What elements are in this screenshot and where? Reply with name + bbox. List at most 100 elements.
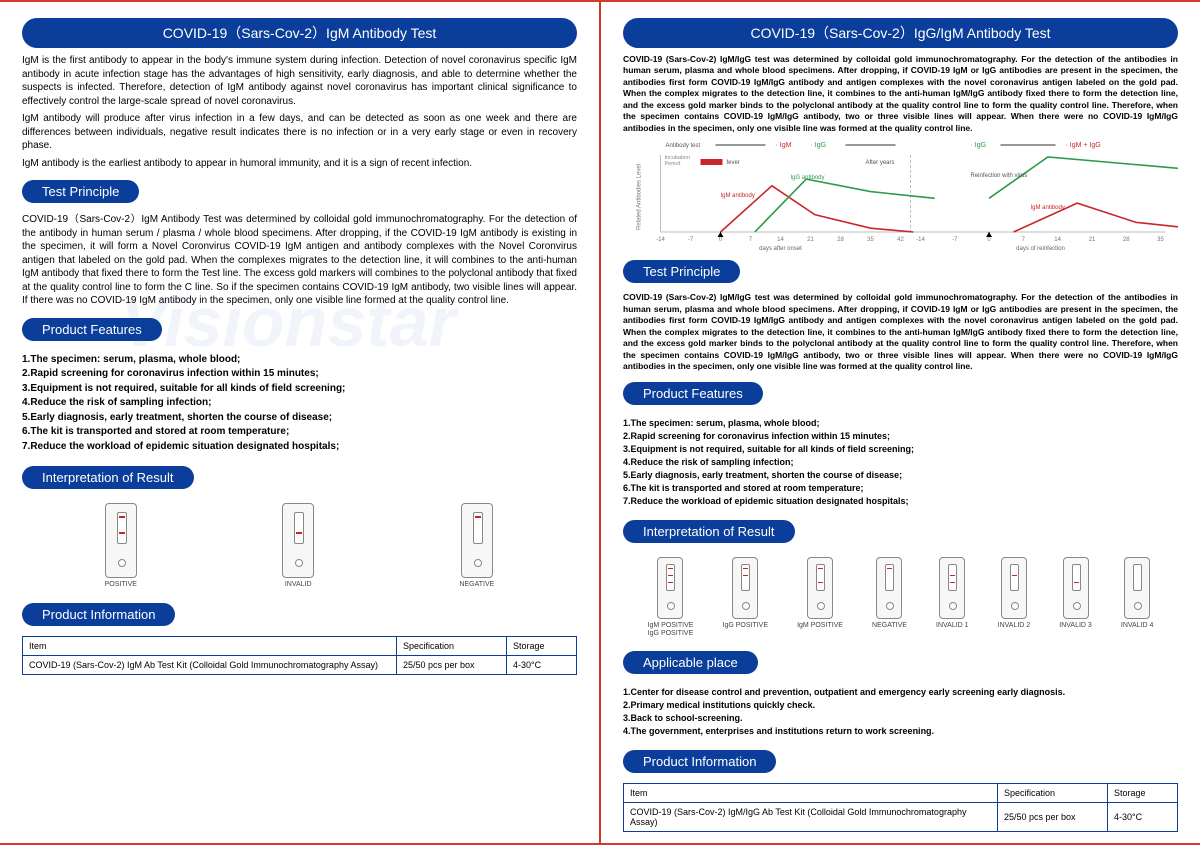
- th-spec: Specification: [998, 784, 1108, 803]
- list-item: 2.Rapid screening for coronavirus infect…: [22, 367, 577, 382]
- svg-text:After years: After years: [866, 160, 895, 166]
- cassette: INVALID 3: [1059, 557, 1092, 637]
- cassette-body: [807, 557, 833, 619]
- svg-text:-7: -7: [688, 237, 694, 243]
- cassette: INVALID 4: [1121, 557, 1154, 637]
- right-test-principle-heading: Test Principle: [623, 260, 740, 283]
- applicable-place-heading: Applicable place: [623, 651, 758, 674]
- svg-text:42: 42: [897, 237, 904, 243]
- list-item: 7.Reduce the workload of epidemic situat…: [623, 495, 1178, 508]
- cassette-label: IgM POSITIVE: [797, 622, 843, 630]
- left-features-list: 1.The specimen: serum, plasma, whole blo…: [22, 353, 577, 455]
- cassette-label: INVALID 2: [998, 622, 1031, 630]
- list-item: 4.The government, enterprises and instit…: [623, 725, 1178, 738]
- cassette-body: [105, 503, 137, 578]
- cassette-body: [1001, 557, 1027, 619]
- svg-text:-14: -14: [656, 237, 665, 243]
- list-item: 6.The kit is transported and stored at r…: [623, 482, 1178, 495]
- right-prodinfo-heading: Product Information: [623, 750, 776, 773]
- right-panel: COVID-19（Sars-Cov-2）IgG/IgM Antibody Tes…: [600, 2, 1200, 843]
- svg-text:28: 28: [1123, 237, 1130, 243]
- cassette-body: [282, 503, 314, 578]
- td-storage: 4-30°C: [507, 655, 577, 674]
- cassette-label: NEGATIVE: [459, 581, 494, 589]
- right-principle-body: COVID-19 (Sars-Cov-2) IgM/IgG test was d…: [623, 292, 1178, 372]
- list-item: 5.Early diagnosis, early treatment, shor…: [623, 469, 1178, 482]
- list-item: 2.Primary medical institutions quickly c…: [623, 699, 1178, 712]
- cassette-body: [939, 557, 965, 619]
- cassette: INVALID: [282, 503, 314, 589]
- th-storage: Storage: [1108, 784, 1178, 803]
- svg-text:· IgG: · IgG: [811, 142, 827, 149]
- svg-text:Period: Period: [665, 161, 681, 167]
- list-item: 3.Back to school-screening.: [623, 712, 1178, 725]
- td-spec: 25/50 pcs per box: [998, 803, 1108, 832]
- svg-text:· IgM: · IgM: [776, 142, 792, 149]
- right-info-table: Item Specification Storage COVID-19 (Sar…: [623, 783, 1178, 832]
- svg-text:days after onset: days after onset: [759, 246, 802, 252]
- svg-text:35: 35: [1157, 237, 1164, 243]
- svg-text:· IgG: · IgG: [971, 142, 987, 149]
- th-storage: Storage: [507, 636, 577, 655]
- cassette-body: [657, 557, 683, 619]
- left-intro-1: IgM is the first antibody to appear in t…: [22, 54, 577, 108]
- svg-text:Related Antibodies Level: Related Antibodies Level: [637, 164, 643, 230]
- svg-text:28: 28: [837, 237, 844, 243]
- svg-text:0: 0: [987, 237, 991, 243]
- svg-text:IgM antibody: IgM antibody: [721, 193, 755, 199]
- th-item: Item: [624, 784, 998, 803]
- svg-text:14: 14: [1054, 237, 1061, 243]
- right-interpretation-heading: Interpretation of Result: [623, 520, 795, 543]
- svg-text:-7: -7: [952, 237, 958, 243]
- left-panel: Visionstar COVID-19（Sars-Cov-2）IgM Antib…: [0, 2, 600, 843]
- svg-text:IgG antibody: IgG antibody: [791, 175, 825, 181]
- right-title: COVID-19（Sars-Cov-2）IgG/IgM Antibody Tes…: [623, 18, 1178, 48]
- cassette: POSITIVE: [105, 503, 137, 589]
- right-features-heading: Product Features: [623, 382, 763, 405]
- list-item: 1.Center for disease control and prevent…: [623, 686, 1178, 699]
- list-item: 1.The specimen: serum, plasma, whole blo…: [623, 417, 1178, 430]
- cassette-body: [732, 557, 758, 619]
- cassette: IgM POSITIVEIgG POSITIVE: [648, 557, 694, 637]
- svg-text:Antibody test: Antibody test: [666, 143, 701, 149]
- cassette-label: IgM POSITIVEIgG POSITIVE: [648, 622, 694, 637]
- cassette-body: [876, 557, 902, 619]
- svg-text:21: 21: [807, 237, 814, 243]
- right-features-list: 1.The specimen: serum, plasma, whole blo…: [623, 417, 1178, 508]
- svg-text:fever: fever: [727, 160, 740, 166]
- svg-text:7: 7: [749, 237, 753, 243]
- td-item: COVID-19 (Sars-Cov-2) IgM Ab Test Kit (C…: [23, 655, 397, 674]
- cassette-label: INVALID 3: [1059, 622, 1092, 630]
- cassette: INVALID 2: [998, 557, 1031, 637]
- list-item: 7.Reduce the workload of epidemic situat…: [22, 440, 577, 455]
- cassette-body: [1063, 557, 1089, 619]
- svg-text:14: 14: [777, 237, 784, 243]
- cassette: INVALID 1: [936, 557, 969, 637]
- th-spec: Specification: [397, 636, 507, 655]
- cassette-label: INVALID 1: [936, 622, 969, 630]
- svg-text:· IgM + IgG: · IgM + IgG: [1066, 142, 1101, 149]
- cassette-label: IgG POSITIVE: [723, 622, 769, 630]
- td-spec: 25/50 pcs per box: [397, 655, 507, 674]
- list-item: 4.Reduce the risk of sampling infection;: [623, 456, 1178, 469]
- cassette: NEGATIVE: [459, 503, 494, 589]
- cassette-body: [1124, 557, 1150, 619]
- left-info-table: Item Specification Storage COVID-19 (Sar…: [22, 636, 577, 675]
- svg-text:days of reinfection: days of reinfection: [1016, 246, 1065, 252]
- list-item: 5.Early diagnosis, early treatment, shor…: [22, 411, 577, 426]
- th-item: Item: [23, 636, 397, 655]
- left-intro-3: IgM antibody is the earliest antibody to…: [22, 157, 577, 171]
- cassette-label: NEGATIVE: [872, 622, 907, 630]
- list-item: 3.Equipment is not required, suitable fo…: [623, 443, 1178, 456]
- left-test-principle-heading: Test Principle: [22, 180, 139, 203]
- td-item: COVID-19 (Sars-Cov-2) IgM/IgG Ab Test Ki…: [624, 803, 998, 832]
- cassette: IgM POSITIVE: [797, 557, 843, 637]
- left-features-heading: Product Features: [22, 318, 162, 341]
- page: Visionstar COVID-19（Sars-Cov-2）IgM Antib…: [0, 0, 1200, 845]
- svg-text:Reinfection with virus: Reinfection with virus: [971, 173, 1028, 179]
- cassette-label: POSITIVE: [105, 581, 137, 589]
- svg-text:21: 21: [1089, 237, 1096, 243]
- left-principle-body: COVID-19（Sars-Cov-2）IgM Antibody Test wa…: [22, 213, 577, 308]
- applicable-place-list: 1.Center for disease control and prevent…: [623, 686, 1178, 738]
- left-prodinfo-heading: Product Information: [22, 603, 175, 626]
